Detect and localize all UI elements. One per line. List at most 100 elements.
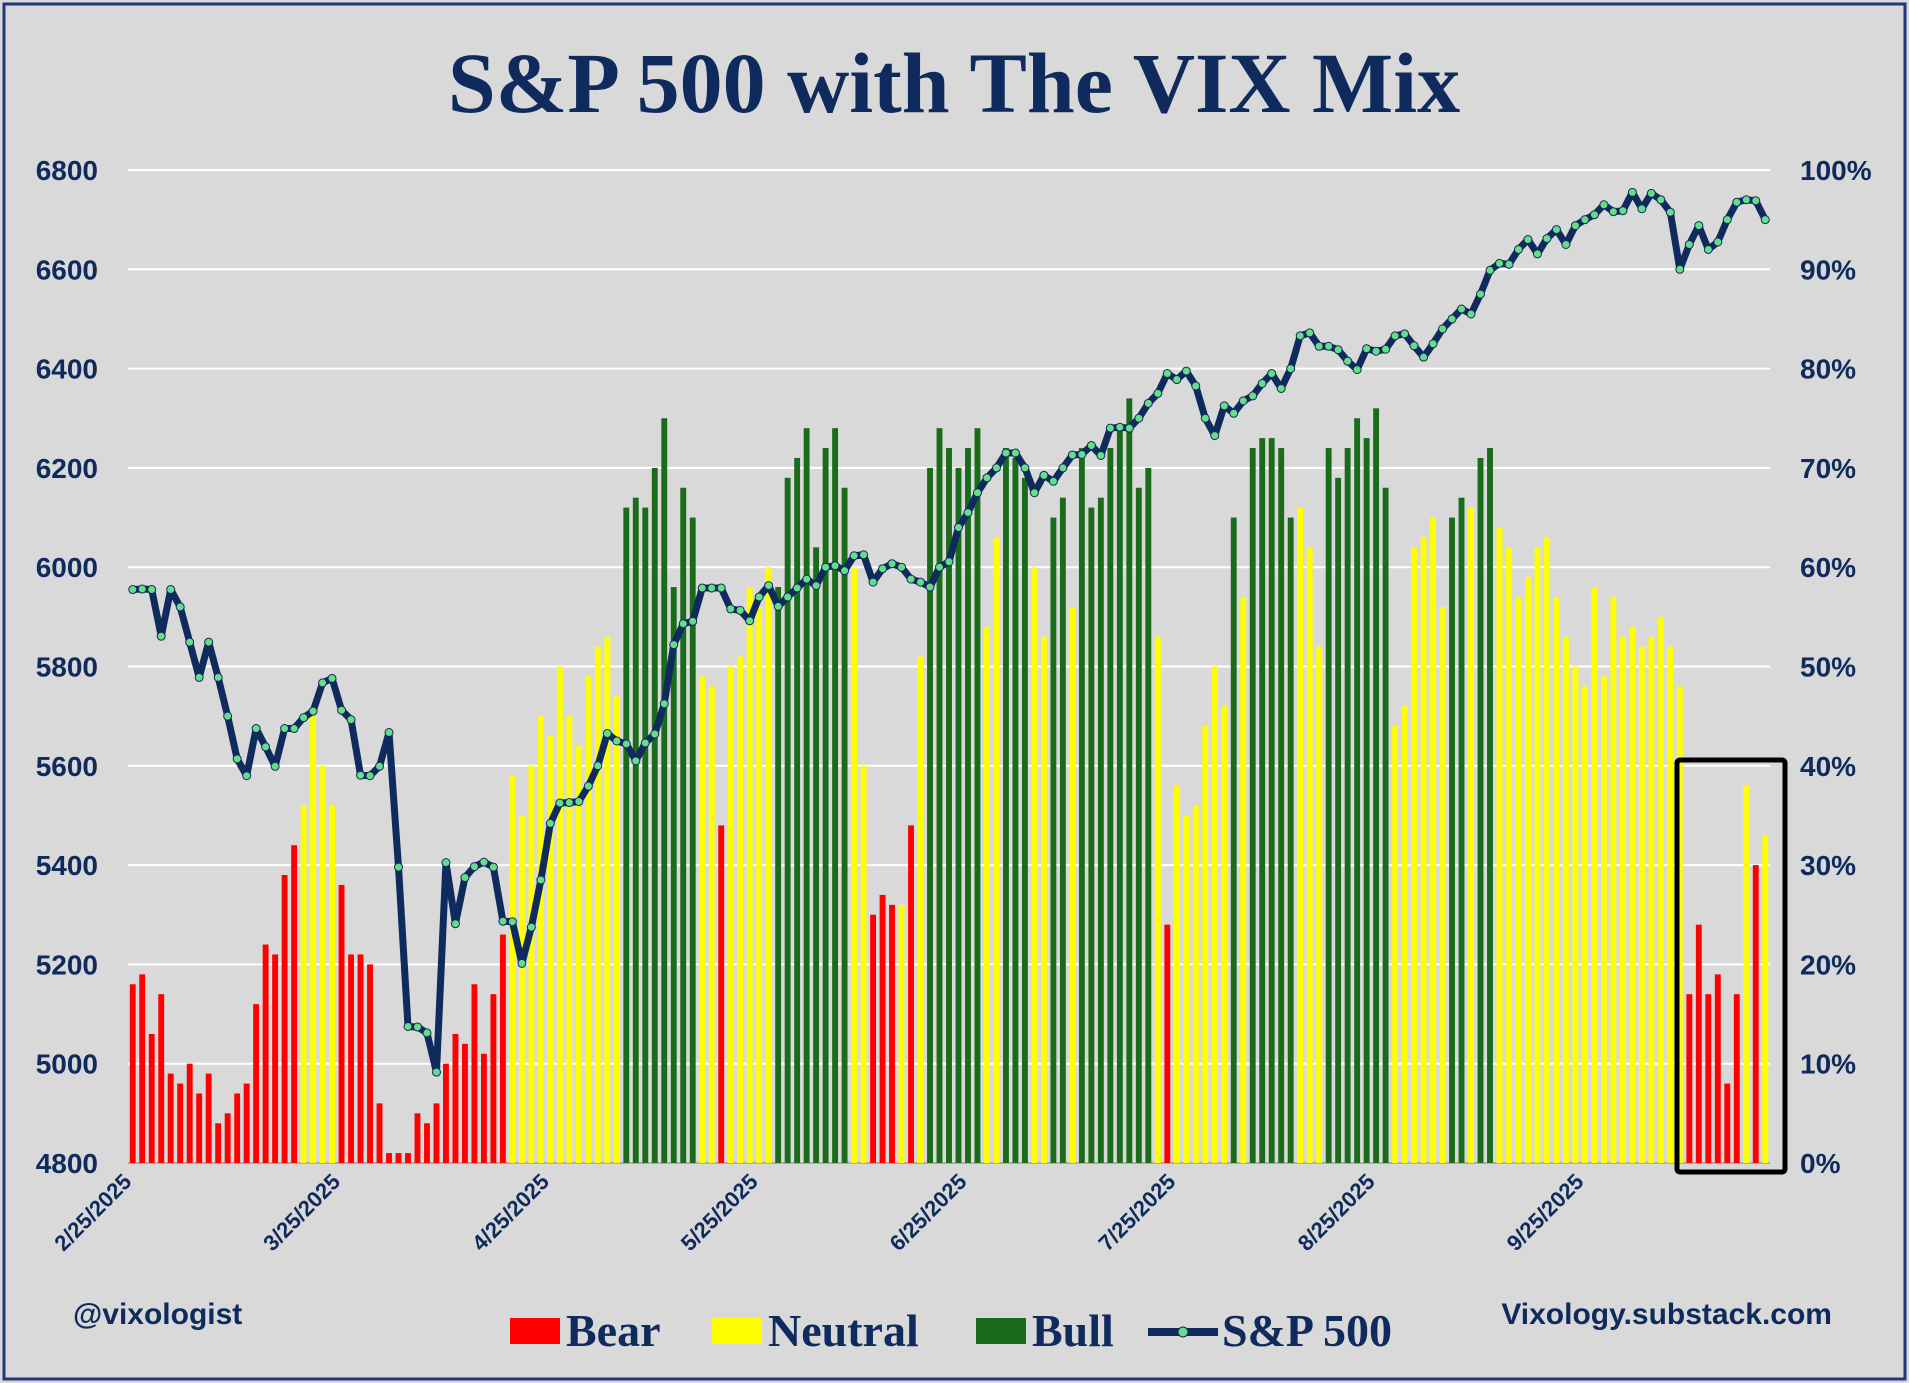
vix-mix-bar-bear	[1705, 994, 1712, 1163]
sp500-point	[583, 781, 593, 791]
sp500-point	[1333, 345, 1343, 355]
vix-mix-bar-bull	[689, 517, 696, 1163]
sp500-point	[128, 585, 138, 595]
vix-mix-bar-bull	[1021, 477, 1028, 1164]
sp500-point	[1105, 423, 1115, 433]
vix-mix-bar-bear	[471, 984, 478, 1163]
vix-mix-bar-neutral	[1496, 527, 1503, 1163]
vix-mix-bar-neutral	[1506, 547, 1512, 1163]
vix-mix-bar-neutral	[1600, 676, 1607, 1163]
vix-mix-bar-bear	[499, 934, 506, 1163]
vix-mix-bar-bull	[936, 428, 943, 1163]
vix-mix-bar-bear	[1686, 994, 1693, 1163]
vix-mix-bar-neutral	[1562, 636, 1569, 1163]
sp500-point	[431, 1067, 441, 1077]
sp500-point	[555, 798, 565, 808]
vix-mix-bar-bear	[462, 1043, 468, 1163]
vix-mix-bar-neutral	[1069, 606, 1076, 1163]
vix-mix-bar-neutral	[1676, 686, 1683, 1163]
sp500-point	[517, 958, 527, 968]
vix-mix-bar-bear	[167, 1073, 174, 1163]
vix-mix-bar-bull	[1268, 438, 1275, 1163]
sp500-point	[1542, 234, 1552, 244]
vix-mix-bar-bull	[1097, 497, 1104, 1163]
vix-mix-bar-bear	[433, 1103, 440, 1163]
vix-mix-bar-bear	[480, 1053, 487, 1163]
sp500-point	[792, 583, 802, 593]
vix-mix-bar-bear	[234, 1093, 241, 1163]
legend-swatch-bear	[510, 1318, 560, 1344]
vix-mix-bar-neutral	[1591, 587, 1598, 1163]
vix-mix-bar-neutral	[1629, 626, 1636, 1163]
sp500-point	[1485, 265, 1495, 275]
sp500-point	[261, 742, 271, 752]
left-tick-label: 6600	[36, 254, 98, 285]
sp500-point	[1694, 221, 1704, 231]
vix-mix-bar-neutral	[1240, 596, 1247, 1163]
sp500-point	[669, 640, 679, 650]
vix-mix-bar-neutral	[528, 765, 535, 1163]
vix-mix-bar-bear	[490, 994, 497, 1163]
vix-mix-bar-bull	[974, 428, 981, 1163]
sp500-point	[1476, 289, 1486, 299]
right-tick-label: 10%	[1800, 1049, 1856, 1080]
sp500-point	[1324, 341, 1334, 351]
vix-mix-bar-neutral	[1534, 547, 1541, 1163]
vix-mix-bar-bull	[1458, 497, 1465, 1163]
sp500-point	[1618, 206, 1628, 216]
sp500-point	[1551, 225, 1561, 235]
vix-mix-bar-bull	[1003, 448, 1009, 1163]
sp500-point	[1722, 215, 1732, 225]
sp500-point	[1276, 383, 1286, 393]
sp500-point	[764, 581, 774, 591]
sp500-point	[1257, 379, 1267, 388]
vix-mix-bar-bull	[1449, 517, 1455, 1163]
legend-label-sp500: S&P 500	[1222, 1305, 1392, 1356]
sp500-point	[1001, 448, 1011, 458]
vix-mix-bar-bear	[196, 1093, 203, 1163]
vix-mix-bar-bear	[870, 914, 877, 1163]
vix-mix-bar-neutral	[1515, 596, 1522, 1163]
sp500-point	[1428, 339, 1438, 349]
left-tick-label: 6200	[36, 453, 98, 484]
vix-mix-bar-bear	[129, 984, 136, 1163]
sp500-line-group	[128, 187, 1770, 1077]
vix-mix-bar-bull	[1116, 428, 1123, 1163]
sp500-point	[925, 582, 935, 592]
vix-mix-bar-bear	[395, 1153, 402, 1163]
vix-mix-bar-bull	[1344, 448, 1351, 1163]
vix-mix-bar-neutral	[917, 656, 924, 1163]
vix-mix-bar-bull	[1382, 487, 1389, 1163]
sp500-point	[1627, 187, 1637, 197]
sp500-point	[1048, 476, 1058, 486]
vix-mix-bar-bull	[1126, 398, 1133, 1163]
vix-mix-bar-bear	[405, 1153, 411, 1163]
sp500-point	[773, 601, 783, 611]
sp500-point	[1295, 331, 1305, 341]
sp500-point	[1229, 408, 1239, 418]
vix-mix-bar-neutral	[1743, 785, 1750, 1163]
sp500-point	[1703, 244, 1713, 254]
left-tick-label: 5400	[36, 850, 98, 881]
vix-mix-bar-neutral	[1610, 596, 1617, 1163]
vix-mix-bar-neutral	[1762, 835, 1769, 1163]
sp500-point	[1086, 441, 1096, 451]
sp500-point	[678, 619, 688, 629]
vix-mix-bar-bear	[1164, 924, 1171, 1163]
sp500-point	[1219, 401, 1229, 411]
sp500-point	[1532, 249, 1542, 259]
sp500-point	[906, 574, 916, 584]
vix-mix-bar-neutral	[1619, 636, 1626, 1163]
sp500-point	[1390, 331, 1400, 341]
sp500-point	[1438, 324, 1448, 334]
vix-mix-bar-neutral	[1638, 646, 1645, 1163]
sp500-point	[1599, 200, 1609, 210]
vix-mix-bar-bear	[262, 944, 269, 1163]
vix-mix-bar-bull	[1354, 418, 1361, 1163]
sp500-point	[1457, 304, 1467, 314]
sp500-point	[1153, 388, 1163, 398]
vix-mix-bar-neutral	[613, 696, 620, 1163]
sp500-point	[337, 705, 347, 715]
right-tick-label: 80%	[1800, 354, 1856, 385]
